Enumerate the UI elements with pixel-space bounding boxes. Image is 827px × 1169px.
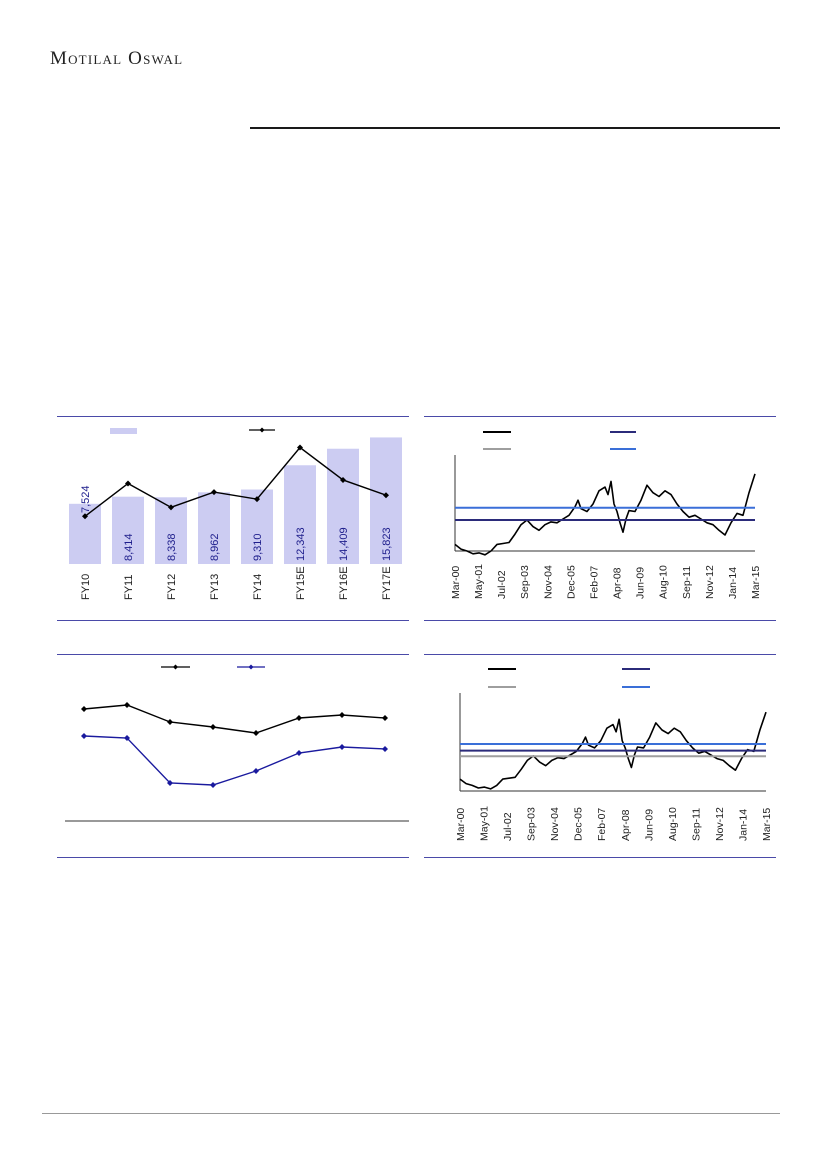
- pe-band-chart: Mar-00 May-01 Jul-02 Sep-03 Nov-04 Dec-05 Feb-…: [450, 431, 762, 599]
- x-tick-label-aug-10: Aug-10: [658, 565, 670, 599]
- x-tick-label-may-01: May-01: [479, 806, 491, 841]
- x-tick-label-nov-12: Nov-12: [704, 565, 716, 599]
- series-2-point-fy13: [210, 782, 216, 788]
- x-tick-label-fy16e: FY16E: [338, 566, 350, 600]
- bar-data-label-fy16e: 14,409: [338, 527, 350, 561]
- series-2-line: [83, 735, 386, 786]
- growth-point-fy12: [168, 504, 174, 511]
- growth-point-fy13: [211, 489, 217, 496]
- series-1-point-fy15e: [296, 715, 302, 721]
- series-1-line: [83, 704, 386, 734]
- series-1-point-fy12: [167, 719, 173, 725]
- x-tick-label-mar-15: Mar-15: [750, 566, 762, 599]
- x-tick-label-jun-09: Jun-09: [635, 567, 647, 599]
- growth-point-fy17e: [383, 492, 389, 499]
- bar-data-label-fy11: 8,414: [123, 533, 135, 561]
- series-2-point-fy17e: [382, 746, 388, 752]
- x-tick-label-apr-08: Apr-08: [612, 567, 624, 599]
- series-2-point-fy10: [81, 733, 87, 739]
- x-tick-label-nov-12: Nov-12: [714, 807, 726, 841]
- header-rule: [250, 127, 780, 129]
- x-tick-label-sep-11: Sep-11: [690, 808, 702, 841]
- x-tick-label-jan-14: Jan-14: [727, 567, 739, 599]
- x-tick-label-mar-00: Mar-00: [455, 808, 467, 841]
- bar-fy13: [198, 492, 230, 564]
- x-tick-label-fy12: FY12: [166, 574, 178, 600]
- series-1-point-fy17e: [382, 715, 388, 721]
- series-2-point-fy11: [124, 735, 130, 741]
- pe-series-line: [454, 473, 756, 556]
- x-tick-label-jul-02: Jul-02: [496, 570, 508, 599]
- series-1-point-fy14: [253, 730, 259, 736]
- fy-bar-line-chart-panel: 7,524 8,414 8,338 8,962 9,310 12,343 14,409 15,…: [57, 416, 409, 621]
- growth-point-fy11: [125, 480, 131, 487]
- bar-fy16e: [327, 448, 359, 564]
- series-2-point-fy16e: [339, 744, 345, 750]
- pb-band-chart: Mar-00 May-01 Jul-02 Sep-03 Nov-04 Dec-05 Feb-…: [455, 668, 773, 841]
- company-logo: Motilal Oswal: [50, 48, 184, 69]
- x-tick-label-fy11: FY11: [123, 575, 135, 600]
- x-tick-label-feb-07: Feb-07: [596, 808, 608, 841]
- growth-point-fy15e: [297, 444, 303, 451]
- x-tick-label-fy15e: FY15E: [295, 566, 307, 600]
- pe-band-chart-panel: Mar-00 May-01 Jul-02 Sep-03 Nov-04 Dec-05 Feb-…: [424, 416, 776, 621]
- bar-data-label-fy15e: 12,343: [295, 527, 307, 561]
- legend-series-2-marker: [248, 664, 254, 670]
- series-2-point-fy14: [253, 768, 259, 774]
- x-tick-label-nov-04: Nov-04: [542, 565, 554, 599]
- x-tick-label-aug-10: Aug-10: [667, 807, 679, 841]
- x-tick-label-apr-08: Apr-08: [620, 809, 632, 841]
- x-tick-label-jul-02: Jul-02: [502, 812, 514, 841]
- bar-data-label-fy10: 7,524: [80, 485, 92, 513]
- series-2-point-fy12: [167, 780, 173, 786]
- x-tick-label-mar-00: Mar-00: [450, 566, 462, 599]
- series-1-point-fy10: [81, 706, 87, 712]
- pb-band-chart-panel: Mar-00 May-01 Jul-02 Sep-03 Nov-04 Dec-05 Feb-…: [424, 654, 776, 858]
- legend-series-1-marker: [173, 664, 178, 670]
- bar-data-label-fy14: 9,310: [252, 533, 264, 561]
- growth-point-fy10: [82, 513, 88, 520]
- x-tick-label-nov-04: Nov-04: [549, 807, 561, 841]
- x-tick-label-fy13: FY13: [209, 574, 221, 600]
- legend-line-marker: [259, 427, 265, 433]
- series-1-point-fy16e: [339, 712, 345, 718]
- x-tick-label-may-01: May-01: [473, 564, 485, 599]
- x-tick-label-sep-03: Sep-03: [526, 807, 538, 841]
- footer-rule: [42, 1113, 780, 1114]
- x-tick-label-sep-11: Sep-11: [681, 566, 693, 599]
- x-tick-label-mar-15: Mar-15: [761, 808, 773, 841]
- pb-series-line: [459, 711, 767, 790]
- growth-line: [84, 446, 387, 517]
- x-tick-label-dec-05: Dec-05: [573, 807, 585, 841]
- bar-fy15e: [284, 465, 316, 564]
- bar-data-label-fy17e: 15,823: [381, 527, 393, 561]
- x-tick-label-dec-05: Dec-05: [565, 565, 577, 599]
- fy-bar-line-chart: 7,524 8,414 8,338 8,962 9,310 12,343 14,409 15,…: [69, 427, 402, 600]
- x-tick-label-fy17e: FY17E: [381, 566, 393, 600]
- series-1-point-fy11: [124, 702, 130, 708]
- x-tick-label-sep-03: Sep-03: [519, 565, 531, 599]
- x-tick-label-jun-09: Jun-09: [643, 809, 655, 841]
- bar-data-label-fy12: 8,338: [166, 533, 178, 561]
- bar-fy17e: [370, 437, 402, 564]
- x-tick-label-jan-14: Jan-14: [737, 809, 749, 841]
- series-1-point-fy13: [210, 724, 216, 730]
- margin-line-chart-panel: [57, 654, 409, 858]
- growth-point-fy14: [254, 496, 260, 503]
- x-tick-label-fy14: FY14: [252, 574, 264, 600]
- x-tick-label-fy10: FY10: [80, 574, 92, 600]
- x-tick-label-feb-07: Feb-07: [588, 566, 600, 599]
- legend-bar-swatch: [110, 428, 137, 434]
- bar-data-label-fy13: 8,962: [209, 533, 221, 561]
- series-2-point-fy15e: [296, 750, 302, 756]
- bar-fy11: [112, 496, 144, 564]
- growth-point-fy16e: [340, 476, 346, 483]
- margin-line-chart: [65, 664, 409, 822]
